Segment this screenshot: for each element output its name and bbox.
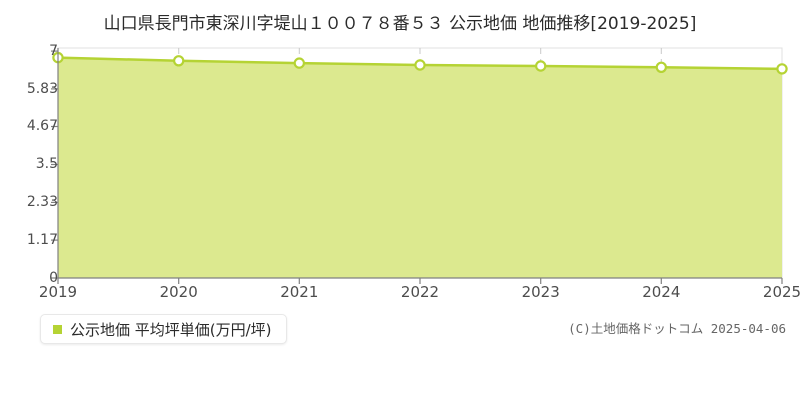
y-tick-label-3-5: 3.5	[35, 156, 58, 172]
copyright-credit: (C)土地価格ドットコム 2025-04-06	[568, 321, 786, 336]
x-tick-label-2019: 2019	[38, 283, 78, 301]
data-point-2025[interactable]	[776, 63, 788, 75]
x-axis	[57, 277, 783, 284]
chart-title: 山口県長門市東深川字堤山１００７８番５３ 公示地価 地価推移[2019-2025…	[103, 14, 697, 34]
data-point-2022[interactable]	[414, 59, 426, 71]
x-tick-label-2023: 2023	[521, 283, 560, 301]
y-tick-label-0: 0	[49, 270, 58, 286]
y-tick-label-4-67: 4.67	[26, 118, 58, 134]
y-tick-label-1-17: 1.17	[26, 232, 58, 248]
x-tick-label-2022: 2022	[400, 283, 440, 301]
y-tick-label-7: 7	[49, 43, 58, 59]
y-tick-label-5-83: 5.83	[26, 81, 58, 97]
chart-legend[interactable]: 公示地価 平均坪単価(万円/坪)	[40, 314, 287, 344]
data-point-2020[interactable]	[172, 55, 185, 67]
x-tick-label-2024: 2024	[642, 283, 681, 301]
x-tick-label-2021: 2021	[280, 283, 319, 301]
x-tick-label-2025: 2025	[762, 283, 800, 301]
data-point-2021[interactable]	[293, 57, 305, 69]
x-tick-label-2020: 2020	[159, 283, 198, 301]
data-point-2024[interactable]	[655, 61, 668, 74]
series-area-fill	[58, 57, 782, 278]
legend-item-label: 公示地価 平均坪単価(万円/坪)	[70, 320, 272, 339]
data-point-2023[interactable]	[535, 60, 547, 72]
legend-color-swatch-icon	[53, 324, 62, 334]
y-axis	[51, 48, 59, 279]
y-tick-label-2-33: 2.33	[26, 194, 58, 210]
